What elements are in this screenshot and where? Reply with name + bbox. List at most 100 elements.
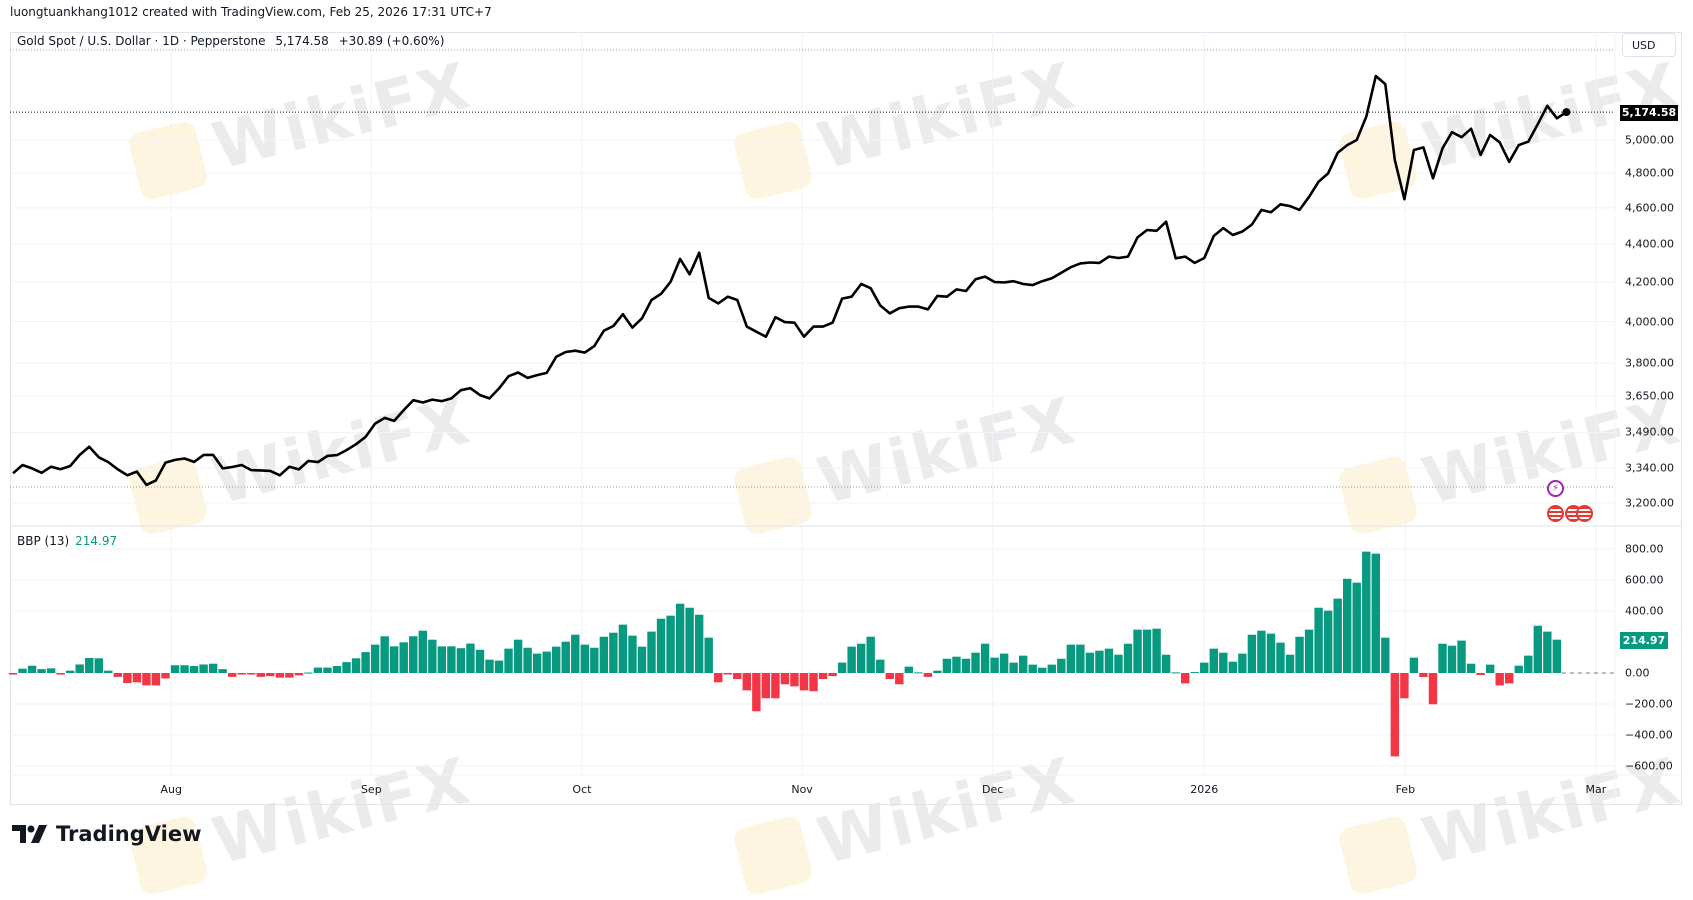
currency-button[interactable]: USD — [1622, 33, 1676, 57]
bbp-bar — [809, 673, 818, 692]
bbp-bar — [313, 667, 323, 673]
bbp-bar — [799, 673, 809, 691]
bbp-bar — [113, 673, 123, 677]
bbp-bar — [304, 672, 313, 674]
bbp-bar — [390, 646, 399, 673]
bbp-bar — [647, 631, 656, 673]
bbp-bar — [1057, 658, 1066, 673]
us-flag-icon[interactable] — [1547, 505, 1564, 522]
indicator-last-label: 214.97 — [1620, 632, 1668, 649]
bbp-bar — [961, 658, 971, 673]
bbp-bar — [847, 646, 856, 673]
bbp-bar — [1400, 673, 1409, 699]
bbp-bar — [780, 673, 790, 685]
bbp-bar — [1371, 553, 1380, 673]
bbp-bar — [1009, 662, 1018, 673]
bbp-bar — [694, 614, 704, 673]
bbp-axis-label: −600.00 — [1625, 759, 1673, 773]
last-price-dot — [1562, 108, 1571, 117]
bbp-bar — [561, 641, 570, 673]
price-axis-label: 4,800.00 — [1625, 166, 1674, 180]
indicator-value: 214.97 — [75, 534, 118, 548]
bbp-bar — [466, 643, 475, 673]
price-axis-label: 4,200.00 — [1625, 275, 1674, 289]
chart-plot[interactable] — [0, 0, 1693, 865]
bbp-bar — [1085, 652, 1095, 673]
bbp-bar — [876, 659, 885, 673]
bbp-bar — [437, 646, 447, 673]
bbp-bar — [266, 673, 275, 677]
time-axis-label: Aug — [160, 783, 182, 796]
bbp-axis-label: 400.00 — [1625, 604, 1664, 618]
bbp-bar — [1533, 625, 1542, 673]
bbp-axis-label: 600.00 — [1625, 573, 1664, 587]
us-flag-icon[interactable] — [1576, 505, 1593, 522]
bbp-bar — [342, 662, 351, 673]
bbp-bar — [885, 673, 894, 680]
price-axis-label: 4,000.00 — [1625, 315, 1674, 328]
bbp-bar — [1428, 673, 1438, 705]
bbp-bar — [1485, 664, 1495, 673]
bbp-axis-label: −400.00 — [1625, 728, 1673, 742]
bbp-bar — [1495, 673, 1504, 686]
bbp-bar — [513, 639, 523, 673]
price-axis-label: 5,000.00 — [1625, 133, 1674, 147]
bbp-bar — [237, 673, 246, 675]
bbp-bar — [1190, 672, 1199, 674]
bbp-bar — [771, 673, 780, 699]
bbp-bar — [790, 673, 799, 687]
bbp-bar — [1409, 657, 1419, 673]
bbp-bar — [132, 673, 142, 683]
indicator-legend[interactable]: BBP (13) 214.97 — [17, 534, 117, 548]
bbp-bar — [571, 634, 580, 673]
bbp-bar — [733, 673, 742, 680]
bbp-bar — [370, 644, 380, 673]
bbp-bar — [742, 673, 752, 691]
lightning-icon[interactable]: ⚡ — [1547, 480, 1564, 497]
bbp-bar — [1505, 673, 1514, 684]
bbp-bar — [1352, 582, 1361, 673]
bbp-axis-label: 800.00 — [1625, 542, 1664, 556]
bbp-bar — [828, 673, 837, 677]
bbp-bar — [323, 667, 332, 673]
bbp-bar — [1343, 578, 1352, 673]
bbp-bar — [704, 637, 713, 673]
bbp-bar — [1142, 629, 1152, 673]
indicator-name: BBP (13) — [17, 534, 70, 548]
bbp-bar — [56, 673, 65, 675]
bbp-axis-label: 0.00 — [1625, 666, 1650, 680]
tradingview-logo[interactable]: TradingView — [12, 822, 201, 846]
bbp-bar — [1457, 640, 1466, 673]
bbp-bar — [75, 664, 84, 673]
bbp-bar — [1123, 643, 1133, 673]
price-line — [12, 74, 1568, 487]
time-axis-label: 2026 — [1190, 783, 1219, 796]
bbp-bar — [409, 636, 418, 673]
bbp-bar — [275, 673, 285, 678]
last-price-label: 5,174.58 — [1620, 105, 1678, 121]
bbp-bar — [628, 635, 637, 673]
bbp-bar — [447, 646, 456, 673]
bbp-bar — [1285, 654, 1295, 673]
bbp-bar — [1104, 648, 1114, 673]
bbp-bar — [1238, 653, 1247, 673]
bbp-bar — [1419, 673, 1428, 678]
bbp-bar — [18, 668, 27, 673]
bbp-axis-label: −200.00 — [1625, 697, 1673, 711]
bbp-bar — [285, 673, 294, 678]
time-axis-label: Dec — [982, 783, 1004, 796]
bbp-bar — [933, 670, 942, 673]
price-axis-label: 4,400.00 — [1625, 237, 1674, 251]
time-axis-label: Mar — [1585, 783, 1607, 796]
bbp-bar — [94, 658, 103, 673]
symbol-legend[interactable]: Gold Spot / U.S. Dollar · 1D · Peppersto… — [17, 34, 450, 48]
bbp-bar — [552, 646, 561, 673]
bbp-bar — [904, 666, 914, 673]
bbp-bar — [1095, 650, 1104, 673]
bbp-bar — [1476, 673, 1485, 676]
bbp-bar — [428, 639, 437, 673]
bbp-bar — [914, 672, 923, 674]
symbol-price: 5,174.58 — [275, 34, 329, 48]
bbp-bar — [1438, 643, 1447, 673]
bbp-bar — [256, 673, 265, 677]
